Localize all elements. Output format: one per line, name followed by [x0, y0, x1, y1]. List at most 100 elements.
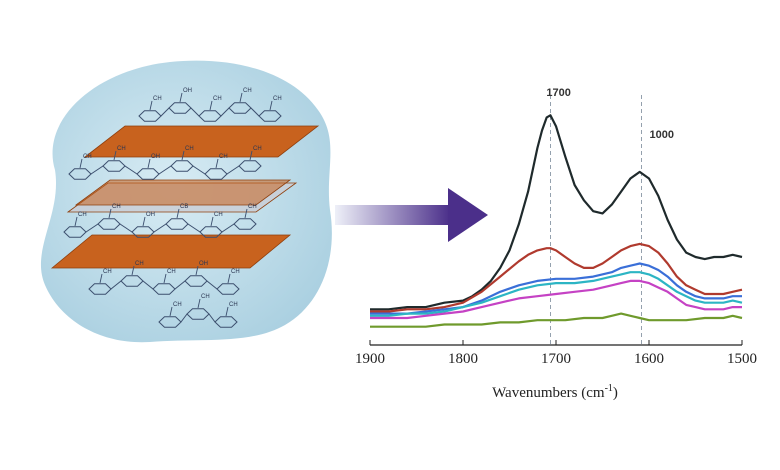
x-axis-ticks: 1900 1800 1700 1600 1500	[355, 340, 757, 367]
spectrum-series	[370, 114, 743, 328]
transition-arrow	[335, 188, 488, 242]
atom-label: OH	[183, 88, 192, 94]
graphene-sheet	[50, 234, 292, 269]
atom-label: CH	[213, 96, 222, 102]
side-bond	[244, 208, 248, 219]
side-bond	[269, 100, 273, 111]
atom-label: OH	[151, 154, 160, 160]
side-bond	[169, 306, 173, 317]
spectrum-line	[370, 312, 743, 328]
atom-label: OH	[199, 261, 208, 267]
side-bond	[225, 306, 229, 317]
glycosidic-bond	[250, 107, 260, 117]
spectrum-line	[370, 242, 743, 313]
x-axis-title: Wavenumbers (cm-1)	[492, 383, 618, 401]
reference-lines: 1700 1000	[546, 87, 674, 345]
glycosidic-bond	[192, 165, 206, 175]
sugar-ring	[68, 168, 92, 180]
atom-label: CH	[167, 269, 176, 275]
sugar-ring	[198, 110, 222, 122]
atom-label: CH	[243, 88, 252, 94]
glycosidic-bond	[85, 223, 99, 233]
glycosidic-bond	[220, 107, 230, 117]
atom-label: CH	[103, 269, 112, 275]
side-bond	[210, 216, 214, 227]
side-bond	[147, 158, 151, 169]
sugar-ring	[88, 283, 112, 295]
x-tick-label: 1900	[355, 351, 385, 367]
atom-label: CB	[180, 204, 188, 210]
side-bond	[179, 92, 183, 103]
sugar-ring	[63, 226, 87, 238]
sugar-ring	[120, 275, 144, 287]
side-bond	[79, 158, 83, 169]
sugar-ring	[214, 316, 238, 328]
sugar-ring	[97, 218, 121, 230]
side-bond	[149, 100, 153, 111]
atom-label: CH	[153, 96, 162, 102]
arrow-shaft	[335, 205, 450, 225]
side-bond	[163, 273, 167, 284]
sugar-ring	[233, 218, 257, 230]
atom-label: CH	[201, 294, 210, 300]
glycosidic-bond	[158, 165, 172, 175]
x-tick-label: 1800	[448, 351, 478, 367]
sugar-ring	[186, 308, 210, 320]
atom-label: CH	[173, 302, 182, 308]
glycosidic-bond	[110, 280, 122, 290]
atom-label: CH	[117, 146, 126, 152]
molecule-network: CH OH CH CH CH CH CH OH CH CH CH CH CH OH CB CH CH CH CH CH…	[63, 88, 282, 328]
glycosidic-bond	[174, 280, 186, 290]
side-bond	[195, 265, 199, 276]
atom-label: CH	[273, 96, 282, 102]
side-bond	[239, 92, 243, 103]
side-bond	[142, 216, 146, 227]
glycosidic-bond	[90, 165, 104, 175]
atom-label: CH	[231, 269, 240, 275]
glycosidic-bond	[119, 223, 133, 233]
sugar-ring	[136, 168, 160, 180]
sugar-ring	[228, 102, 252, 114]
side-bond	[197, 298, 201, 309]
glycosidic-bond	[124, 165, 138, 175]
sugar-ring	[102, 160, 126, 172]
side-bond	[249, 150, 253, 161]
side-bond	[99, 273, 103, 284]
side-bond	[108, 208, 112, 219]
atom-label: CH	[112, 204, 121, 210]
sugar-ring	[131, 226, 155, 238]
atom-label: OH	[146, 212, 155, 218]
spectrum-line	[370, 279, 742, 320]
glycosidic-bond	[190, 107, 200, 117]
atom-label: CH	[219, 154, 228, 160]
sugar-ring	[158, 316, 182, 328]
side-bond	[113, 150, 117, 161]
glycosidic-bond	[160, 107, 170, 117]
atom-label: CH	[78, 212, 87, 218]
arrow-head	[448, 188, 488, 242]
atom-label: CH	[229, 302, 238, 308]
side-bond	[74, 216, 78, 227]
peak-label: 1700	[546, 87, 570, 99]
atom-label: CH	[135, 261, 144, 267]
glycosidic-bond	[187, 223, 201, 233]
glycosidic-bond	[226, 165, 240, 175]
glycosidic-bond	[180, 313, 188, 323]
side-bond	[176, 208, 180, 219]
graphene-sheet	[83, 125, 320, 158]
atom-label: CH	[214, 212, 223, 218]
atom-label: CH	[83, 154, 92, 160]
glycosidic-bond	[206, 280, 218, 290]
x-tick-label: 1600	[634, 351, 664, 367]
side-bond	[131, 265, 135, 276]
side-bond	[209, 100, 213, 111]
sugar-ring	[184, 275, 208, 287]
sugar-ring	[152, 283, 176, 295]
spectrum-line	[370, 271, 743, 317]
sugar-ring	[138, 110, 162, 122]
glycosidic-bond	[208, 313, 216, 323]
sugar-ring	[258, 110, 282, 122]
atom-label: CH	[248, 204, 257, 210]
sugar-ring	[168, 102, 192, 114]
